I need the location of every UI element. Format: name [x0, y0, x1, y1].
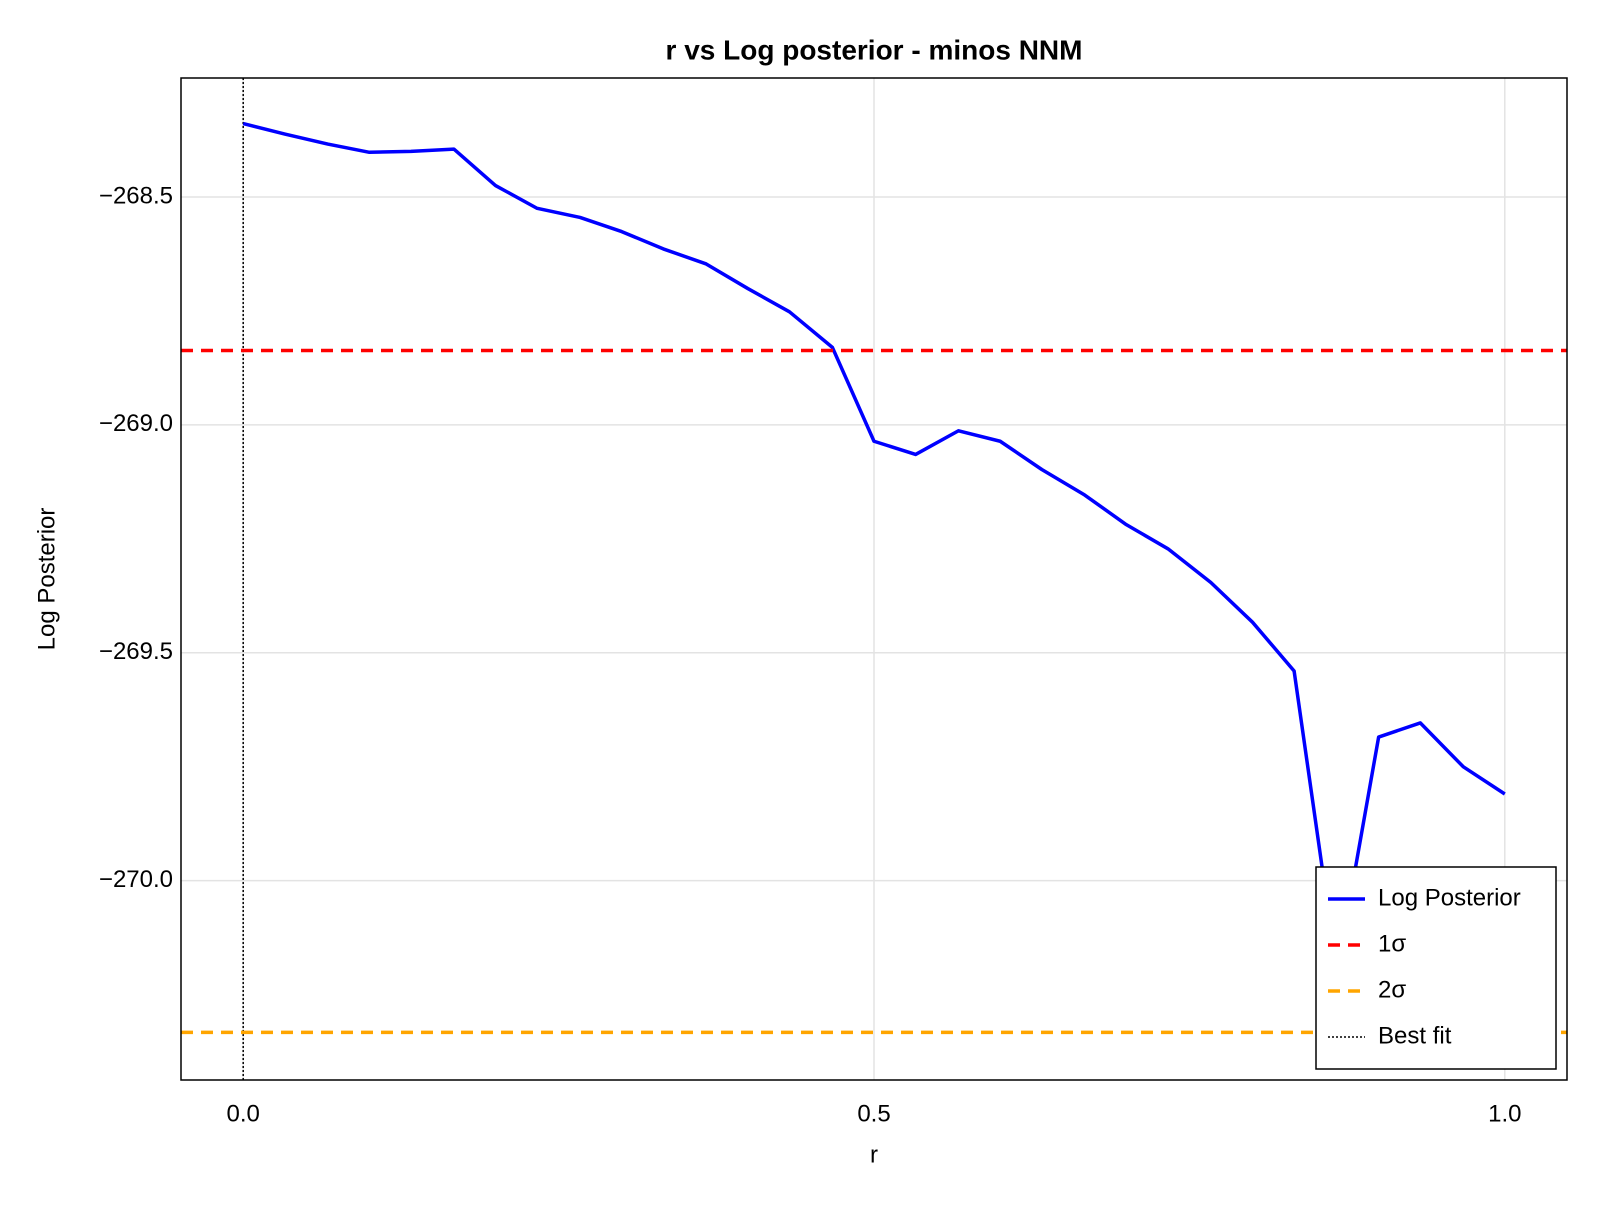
- y-tick-label: −270.0: [99, 866, 173, 893]
- legend-box: [1315, 866, 1557, 1070]
- chart-title: r vs Log posterior - minos NNM: [666, 34, 1083, 65]
- legend-label: 2σ: [1378, 976, 1406, 1003]
- x-tick-label: 0.5: [857, 1100, 890, 1127]
- x-tick-label: 0.0: [227, 1100, 260, 1127]
- y-tick-label: −269.5: [99, 638, 173, 665]
- legend-label: Best fit: [1378, 1022, 1452, 1049]
- x-tick-label: 1.0: [1488, 1100, 1521, 1127]
- data-line: [242, 121, 1506, 974]
- x-axis-label: r: [870, 1141, 878, 1168]
- plot-frame: [180, 77, 1568, 1081]
- legend-label: Log Posterior: [1378, 884, 1521, 911]
- legend-label: 1σ: [1378, 930, 1406, 957]
- y-tick-label: −269.0: [99, 410, 173, 437]
- y-axis-label: Log Posterior: [33, 508, 60, 651]
- y-tick-label: −268.5: [99, 182, 173, 209]
